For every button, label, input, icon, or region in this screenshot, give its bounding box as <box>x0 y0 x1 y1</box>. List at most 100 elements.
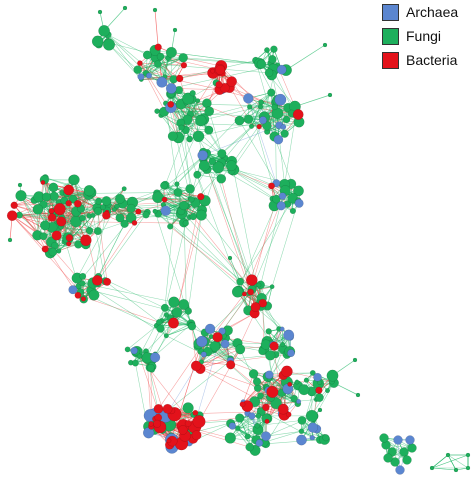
network-edge <box>237 205 276 293</box>
archaea-node <box>294 198 304 208</box>
network-edge <box>74 179 98 281</box>
archaea-node <box>137 73 145 81</box>
network-edge <box>447 454 457 471</box>
bacteria-node <box>285 411 292 418</box>
archaea-node <box>196 335 208 348</box>
legend-label-fungi: Fungi <box>406 28 442 44</box>
fungi-node <box>48 247 58 257</box>
bacteria-node <box>250 302 261 312</box>
network-edge <box>202 106 250 156</box>
fungi-node <box>326 369 339 382</box>
bacteria-node <box>226 76 237 87</box>
fungi-node <box>7 237 13 243</box>
fungi-node <box>297 415 307 425</box>
fungi-node <box>195 98 201 104</box>
fungi-node <box>198 160 210 172</box>
fungi-node <box>305 409 318 422</box>
bacteria-node <box>63 184 75 196</box>
legend-swatch-archaea <box>382 3 399 21</box>
fungi-node <box>171 307 183 318</box>
bacteria-node <box>241 291 247 297</box>
bacteria-node <box>65 200 72 207</box>
fungi-node <box>231 286 244 298</box>
network-edge <box>135 363 149 433</box>
fungi-node <box>40 220 51 231</box>
fungi-node <box>272 194 281 204</box>
network-edge <box>201 355 271 363</box>
network-edge <box>67 193 158 239</box>
bacteria-node <box>264 418 270 424</box>
network-edge <box>455 467 469 471</box>
fungi-node <box>48 182 59 193</box>
archaea-node <box>280 124 287 130</box>
fungi-node <box>280 129 289 138</box>
fungi-node <box>325 388 331 394</box>
fungi-node <box>465 465 471 471</box>
fungi-node <box>122 5 128 11</box>
fungi-node <box>224 432 236 444</box>
bacteria-node <box>103 277 112 286</box>
fungi-node <box>79 272 87 280</box>
fungi-node <box>178 298 190 310</box>
fungi-node <box>234 115 245 126</box>
network-edge <box>176 183 191 199</box>
network-edge <box>431 454 449 469</box>
fungi-node <box>111 207 117 213</box>
bacteria-node <box>41 245 49 253</box>
bacteria-node <box>10 201 18 210</box>
fungi-node <box>153 60 162 68</box>
fungi-node <box>235 344 246 355</box>
archaea-node <box>130 346 138 355</box>
fungi-node <box>173 187 183 197</box>
bacteria-node <box>219 83 230 93</box>
fungi-node <box>390 457 400 467</box>
network-edge <box>251 203 288 290</box>
fungi-node <box>160 303 169 312</box>
fungi-node <box>15 190 27 202</box>
network-edge <box>232 425 250 448</box>
bacteria-node <box>131 220 138 226</box>
archaea-node <box>313 372 322 382</box>
fungi-node <box>445 452 451 458</box>
network-edge <box>164 183 178 308</box>
network-edge <box>277 100 279 140</box>
bacteria-node <box>215 80 223 89</box>
archaea-node <box>287 349 295 357</box>
fungi-node <box>280 341 286 348</box>
archaea-node <box>197 149 208 161</box>
network-edge <box>178 89 202 121</box>
fungi-node <box>152 208 158 214</box>
network-edge <box>98 222 135 277</box>
fungi-node <box>267 88 276 97</box>
fungi-node <box>227 255 233 261</box>
archaea-node <box>243 93 254 104</box>
fungi-node <box>131 359 139 367</box>
fungi-node <box>298 428 305 434</box>
archaea-node <box>228 422 237 430</box>
archaea-node <box>307 422 318 433</box>
fungi-node <box>195 209 207 221</box>
fungi-node <box>152 7 158 13</box>
network-edge <box>42 182 77 212</box>
legend-swatch-fungi <box>382 27 399 45</box>
network-edge <box>248 98 277 184</box>
fungi-node <box>178 124 185 131</box>
fungi-node <box>185 184 195 194</box>
archaea-node <box>393 435 403 445</box>
bacteria-node <box>212 332 223 343</box>
fungi-node <box>32 204 44 215</box>
fungi-node <box>163 312 170 318</box>
archaea-node <box>273 134 284 145</box>
archaea-node <box>395 465 405 475</box>
legend-item-bacteria: Bacteria <box>382 48 474 72</box>
bacteria-node <box>192 409 199 416</box>
network-edge <box>447 454 469 469</box>
bacteria-node <box>191 430 202 441</box>
network-edge <box>294 94 331 107</box>
fungi-node <box>465 452 471 458</box>
fungi-node <box>289 207 297 215</box>
network-edge <box>114 209 139 212</box>
fungi-node <box>41 192 51 202</box>
fungi-node <box>85 226 94 235</box>
fungi-node <box>317 407 323 413</box>
